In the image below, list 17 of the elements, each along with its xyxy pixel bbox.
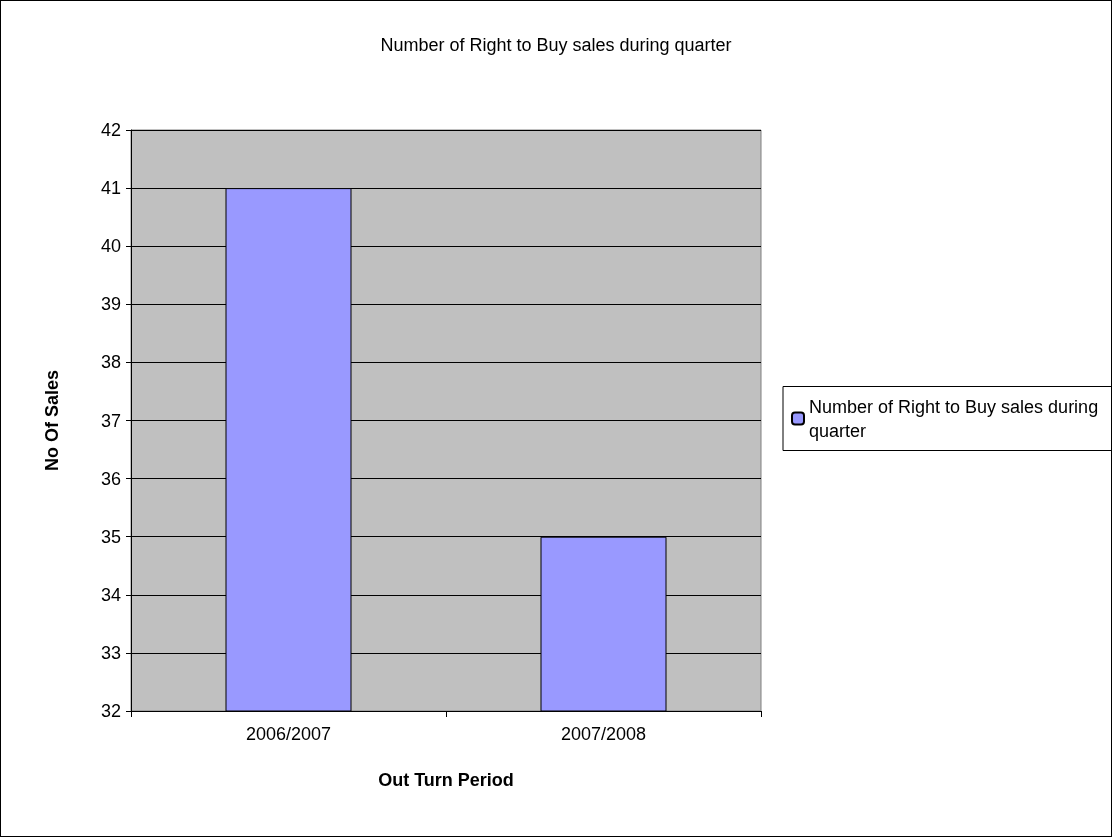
y-tick-label: 41 <box>100 178 121 199</box>
legend-label: Number of Right to Buy sales during quarter <box>809 396 1104 441</box>
y-tick-label: 35 <box>100 526 121 547</box>
y-axis-title: No Of Sales <box>42 369 62 472</box>
y-tick-label: 34 <box>100 584 121 605</box>
y-tick-label: 40 <box>100 236 121 257</box>
x-axis-title: Out Turn Period <box>378 770 514 790</box>
y-tick-label: 33 <box>100 642 121 663</box>
y-tick-label: 39 <box>100 294 121 315</box>
x-tick-label: 2007/2008 <box>560 724 647 744</box>
chart-title: Number of Right to Buy sales during quarter <box>380 35 732 55</box>
x-tick-label: 2006/2007 <box>245 724 332 744</box>
y-tick-label: 32 <box>100 701 121 721</box>
y-tick-label: 36 <box>100 468 121 489</box>
y-tick-label: 37 <box>100 410 121 431</box>
y-tick-label: 42 <box>100 120 121 140</box>
y-tick-label: 38 <box>100 352 121 373</box>
